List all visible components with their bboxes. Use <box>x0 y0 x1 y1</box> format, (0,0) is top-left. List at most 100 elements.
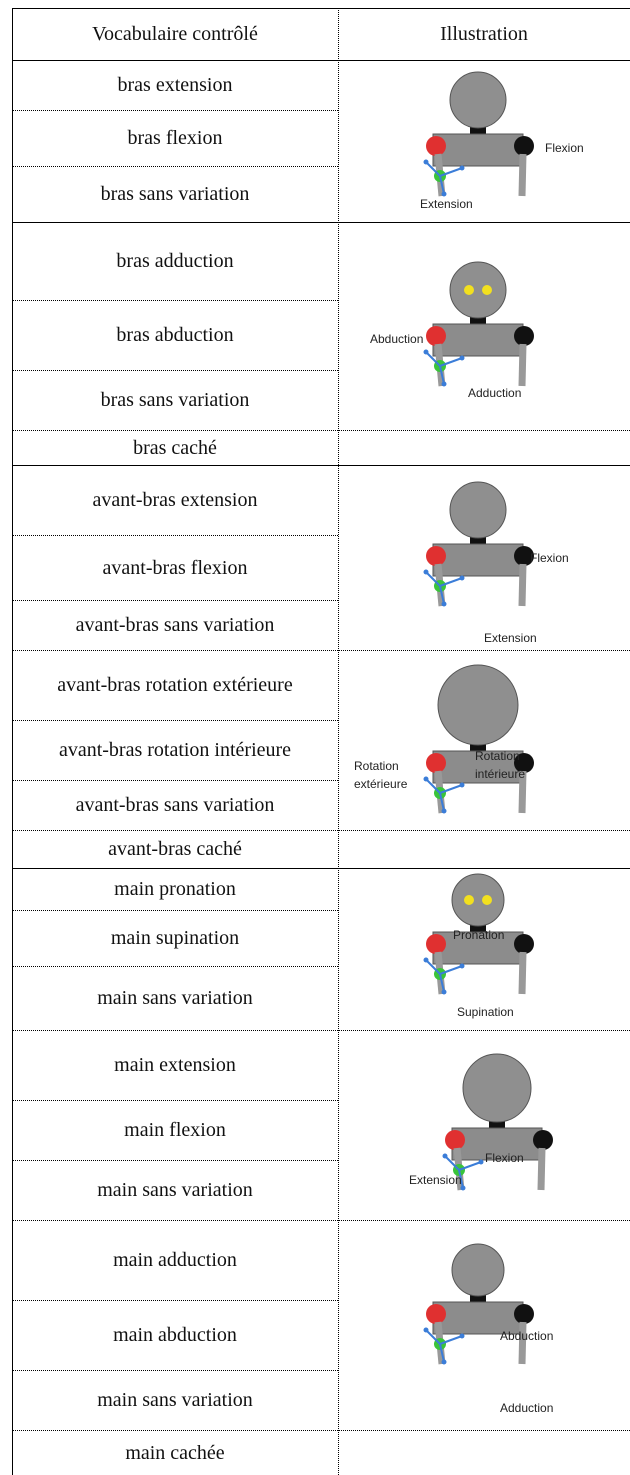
robot-neck <box>470 1294 486 1304</box>
vocabulary-cell: avant-bras caché <box>12 830 338 868</box>
robot-arm <box>518 153 527 197</box>
robot-torso <box>432 323 524 357</box>
robot-head <box>449 481 507 539</box>
illustration-label: Flexion <box>545 141 584 155</box>
arrow-tip <box>423 349 429 355</box>
robot-neck <box>470 536 486 546</box>
vocabulary-cell: bras caché <box>12 430 338 465</box>
axis-arrow <box>439 175 445 195</box>
illustration-label: Extension <box>484 631 537 645</box>
vocabulary-cell: main sans variation <box>12 1160 338 1220</box>
robot-eye <box>482 285 492 295</box>
arrow-tip <box>459 963 465 969</box>
vocabulary-cell: avant-bras sans variation <box>12 600 338 650</box>
axis-arrow <box>439 1343 445 1363</box>
robot-head <box>451 873 505 927</box>
robot-arm <box>518 563 527 607</box>
shoulder-joint <box>426 1304 446 1324</box>
axis-arrow <box>439 965 463 975</box>
vocabulary-cell: main sans variation <box>12 1370 338 1430</box>
arrow-tip <box>478 1159 484 1165</box>
arrow-tip <box>442 1153 448 1159</box>
vocabulary-cell: main pronation <box>12 868 338 910</box>
vocabulary-cell: main flexion <box>12 1100 338 1160</box>
illustration-cell <box>338 1430 630 1475</box>
robot-torso <box>432 133 524 167</box>
illustration-cell <box>338 465 630 650</box>
arrow-tip <box>459 575 465 581</box>
axis-arrow <box>439 357 463 367</box>
axis-arrow <box>439 1335 463 1345</box>
arrow-tip <box>459 782 465 788</box>
robot-head <box>451 1243 505 1297</box>
arrow-tip <box>441 989 447 995</box>
vocabulary-cell: main extension <box>12 1030 338 1100</box>
illustration-label: Flexion <box>530 551 569 565</box>
arrow-tip <box>423 957 429 963</box>
arrow-tip <box>459 1333 465 1339</box>
axis-arrow <box>439 784 463 794</box>
illustration-cell <box>338 868 630 1030</box>
robot-head <box>449 261 507 319</box>
vocabulary-cell: main abduction <box>12 1300 338 1370</box>
shoulder-joint <box>426 753 446 773</box>
arrow-tip <box>423 1327 429 1333</box>
robot-arm <box>518 343 527 387</box>
vocabulary-cell: main cachée <box>12 1430 338 1475</box>
robot-arm <box>537 1147 546 1191</box>
illustration-label: Adduction <box>500 1401 553 1415</box>
illustration-cell <box>338 1030 630 1220</box>
shoulder-joint <box>426 934 446 954</box>
vocabulary-cell: bras flexion <box>12 110 338 166</box>
illustration-label: Extension <box>420 197 473 211</box>
arrow-tip <box>459 355 465 361</box>
robot-torso <box>432 750 524 784</box>
robot-head <box>462 1053 532 1123</box>
robot-torso <box>432 1301 524 1335</box>
arrow-tip <box>441 808 447 814</box>
axis-arrow <box>439 577 463 587</box>
vocabulary-cell: bras sans variation <box>12 166 338 222</box>
axis-arrow <box>439 365 445 385</box>
illustration-cell <box>338 430 630 465</box>
vocabulary-cell: avant-bras sans variation <box>12 780 338 830</box>
header-cell: Vocabulaire contrôlé <box>12 8 338 60</box>
arrow-tip <box>423 159 429 165</box>
arrow-tip <box>423 776 429 782</box>
robot-eye <box>464 895 474 905</box>
shoulder-joint <box>514 136 534 156</box>
illustration-label: Rotation <box>354 759 399 773</box>
shoulder-joint <box>514 1304 534 1324</box>
axis-arrow <box>425 571 441 587</box>
axis-arrow <box>444 1155 460 1171</box>
vocabulary-cell: bras adduction <box>12 222 338 300</box>
robot-neck <box>470 743 486 753</box>
robot-torso <box>432 543 524 577</box>
robot-head <box>449 71 507 129</box>
axis-arrow <box>439 792 445 812</box>
robot-neck <box>470 126 486 136</box>
axis-arrow <box>439 585 445 605</box>
illustration-label: Flexion <box>485 1151 524 1165</box>
vocabulary-cell: bras abduction <box>12 300 338 370</box>
robot-head <box>437 664 519 746</box>
column-divider <box>338 8 339 1475</box>
vocabulary-cell: main adduction <box>12 1220 338 1300</box>
axis-arrow <box>458 1161 482 1171</box>
illustration-cell <box>338 1220 630 1430</box>
shoulder-joint <box>514 326 534 346</box>
axis-arrow <box>458 1169 464 1189</box>
robot-neck <box>470 316 486 326</box>
illustration-label: extérieure <box>354 777 408 791</box>
vocabulary-cell: avant-bras rotation intérieure <box>12 720 338 780</box>
shoulder-joint <box>514 546 534 566</box>
vocabulary-cell: bras extension <box>12 60 338 110</box>
illustration-label: Supination <box>457 1005 514 1019</box>
vocabulary-cell: bras sans variation <box>12 370 338 430</box>
shoulder-joint <box>426 326 446 346</box>
illustration-label: intérieure <box>475 767 525 781</box>
robot-arm <box>518 770 527 814</box>
axis-arrow <box>425 778 441 794</box>
